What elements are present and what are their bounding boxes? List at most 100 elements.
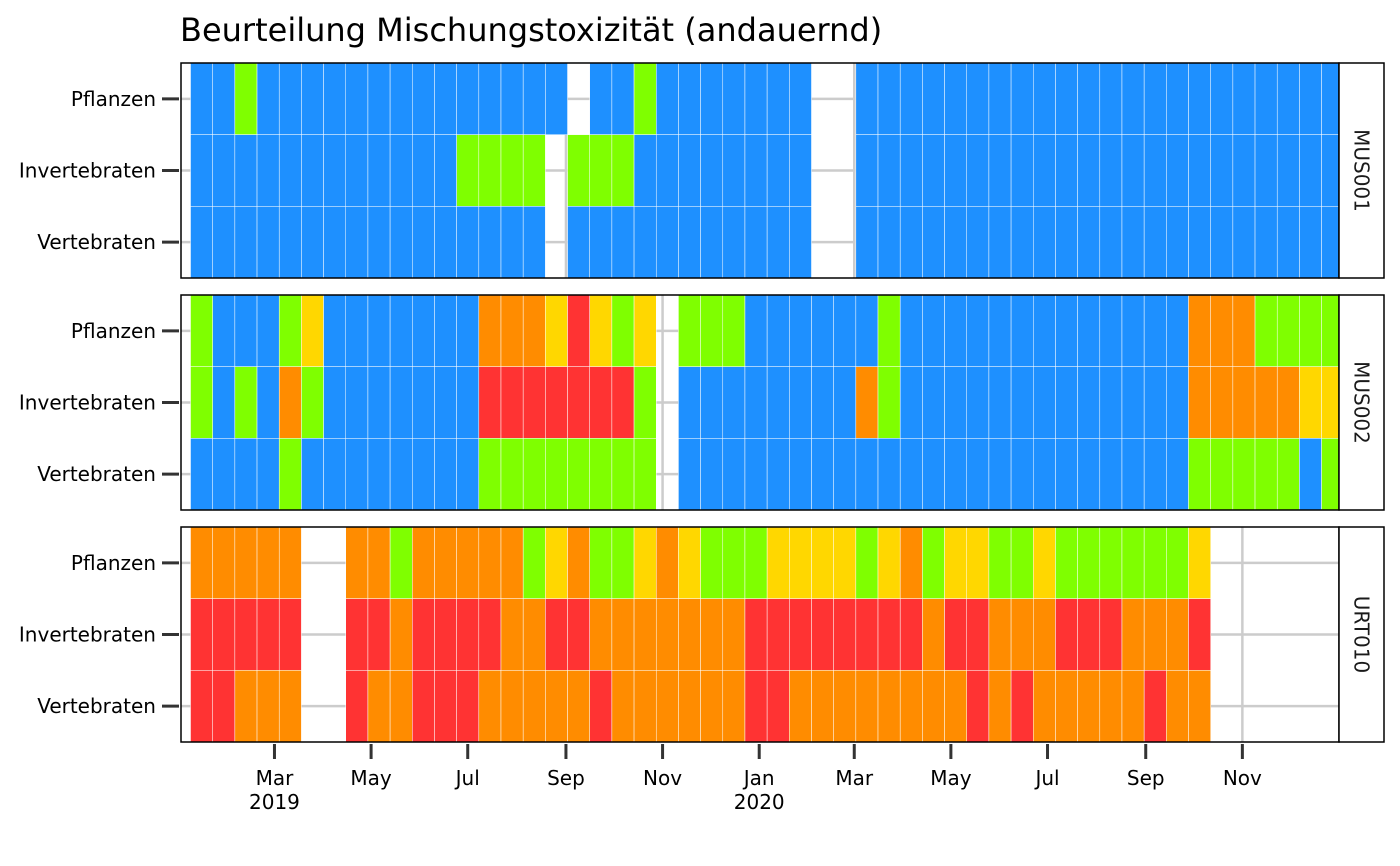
heatmap-cell [1143,62,1167,135]
heatmap-cell [456,598,480,671]
x-tick-label: Jul [454,766,480,790]
heatmap-cell [190,526,213,599]
heatmap-cell [190,366,213,439]
heatmap-cell [988,134,1012,207]
heatmap-cell [589,366,613,439]
heatmap-cell [1210,62,1234,135]
heatmap-cell [278,438,302,511]
heatmap-cell [678,134,701,207]
heatmap-cell [522,670,546,743]
heatmap-cell [323,62,346,135]
heatmap-cell [1055,438,1078,511]
heatmap-cell [500,294,524,367]
heatmap-cell [789,62,812,135]
heatmap-cell [456,526,480,599]
heatmap-cell [678,670,701,743]
y-tick-label: Vertebraten [37,694,156,718]
heatmap-cell [877,670,901,743]
heatmap-cell [389,598,413,671]
heatmap-cell [323,206,346,279]
heatmap-cell [1166,670,1189,743]
heatmap-cell [700,670,724,743]
heatmap-cell [744,670,768,743]
heatmap-cell [766,526,790,599]
heatmap-cell [966,134,990,207]
heatmap-cell [190,206,213,279]
heatmap-cell [345,366,369,439]
heatmap-cell [655,206,679,279]
heatmap-cell [1299,134,1322,207]
heatmap-cell [1010,526,1034,599]
heatmap-cell [1210,294,1234,367]
x-tick-label: Jul [1033,766,1059,790]
heatmap-cell [1232,438,1256,511]
heatmap-cell [589,62,613,135]
heatmap-cell [345,62,369,135]
heatmap-cell [1099,62,1123,135]
heatmap-cell [500,134,524,207]
facet-panel-mus001: MUS001 Pflanzen Invertebraten Vertebraten [19,62,1385,279]
heatmap-cell [744,294,768,367]
heatmap-cell [389,526,413,599]
heatmap-cell [389,294,413,367]
heatmap-cell [1033,670,1056,743]
x-tick-label: Sep [1127,766,1165,790]
heatmap-cell [589,670,613,743]
heatmap-cell [766,206,790,279]
facet-strip [1338,294,1385,511]
heatmap-cell [545,366,568,439]
heatmap-cell [1276,134,1300,207]
heatmap-cell [966,598,990,671]
heatmap-cell [234,670,258,743]
y-tick-label: Vertebraten [37,230,156,254]
heatmap-cell [478,62,502,135]
heatmap-cell [1276,206,1300,279]
heatmap-cell [1321,366,1340,439]
heatmap-cell [301,294,324,367]
x-tick-label: Jan [742,766,775,790]
heatmap-cell [545,62,568,135]
heatmap-cell [545,670,568,743]
heatmap-cell [345,526,369,599]
heatmap-cell [212,438,236,511]
heatmap-cell [1299,62,1322,135]
heatmap-cell [1033,134,1056,207]
heatmap-cell [234,438,258,511]
heatmap-cell [1321,134,1340,207]
heatmap-cell [722,670,746,743]
y-tick-label: Vertebraten [37,462,156,486]
heatmap-cell [1210,366,1234,439]
facet-strip [1338,526,1385,743]
y-tick-label: Invertebraten [19,159,156,183]
heatmap-cell [256,526,280,599]
heatmap-cell [412,294,435,367]
y-tick-label: Pflanzen [71,551,156,575]
heatmap-cell [478,206,502,279]
heatmap-cell [633,526,657,599]
x-tick-label: Mar [835,766,874,790]
heatmap-cell [434,526,457,599]
heatmap-cell [966,294,990,367]
x-tick-label: Nov [1223,766,1262,790]
heatmap-cell [389,670,413,743]
heatmap-cell [234,62,258,135]
facet-strip-label: URT010 [1350,596,1374,673]
heatmap-cell [1166,62,1189,135]
heatmap-cell [700,366,724,439]
heatmap-cell [1121,598,1145,671]
heatmap-cell [567,670,590,743]
heatmap-cell [522,438,546,511]
heatmap-cell [1055,206,1078,279]
heatmap-cell [478,670,502,743]
heatmap-cell [988,366,1012,439]
heatmap-cell [256,206,280,279]
heatmap-cell [412,526,435,599]
heatmap-cell [1077,134,1101,207]
heatmap-cell [899,134,923,207]
heatmap-cell [700,294,724,367]
heatmap-cell [367,526,391,599]
heatmap-cell [611,366,635,439]
heatmap-cell [367,366,391,439]
heatmap-cell [1254,366,1278,439]
